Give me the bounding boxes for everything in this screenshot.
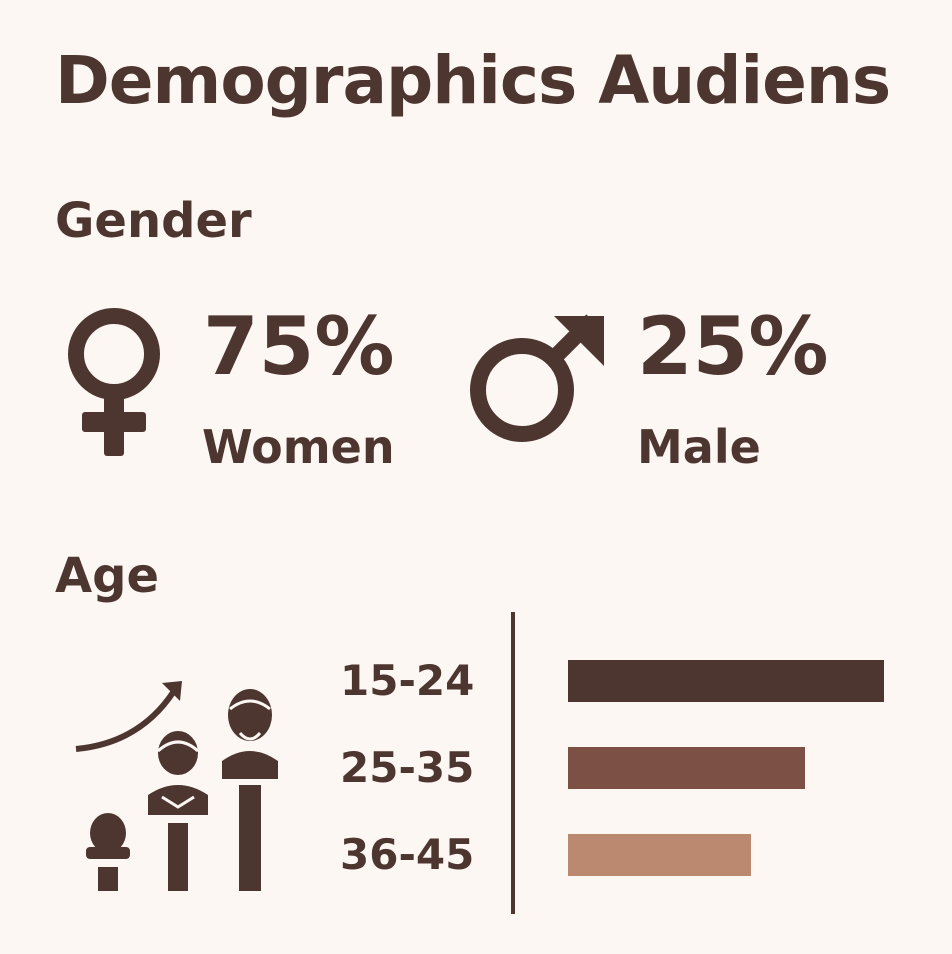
age-bar-36-45 xyxy=(568,834,751,876)
age-label-25-35: 25-35 xyxy=(340,743,475,792)
page-title: Demographics Audiens xyxy=(55,42,891,119)
male-symbol-icon xyxy=(470,314,604,442)
gender-heading: Gender xyxy=(55,193,252,249)
age-bar-15-24 xyxy=(568,660,884,702)
age-bar-25-35 xyxy=(568,747,805,789)
age-chart-axis xyxy=(511,612,515,914)
age-label-36-45: 36-45 xyxy=(340,830,475,879)
age-growth-people-icon xyxy=(75,681,278,891)
age-heading: Age xyxy=(55,548,160,604)
female-symbol-icon xyxy=(68,308,160,456)
age-label-15-24: 15-24 xyxy=(340,656,475,705)
women-label: Women xyxy=(202,420,395,474)
male-label: Male xyxy=(637,420,761,474)
women-percent: 75% xyxy=(203,300,395,393)
male-percent: 25% xyxy=(637,300,829,393)
